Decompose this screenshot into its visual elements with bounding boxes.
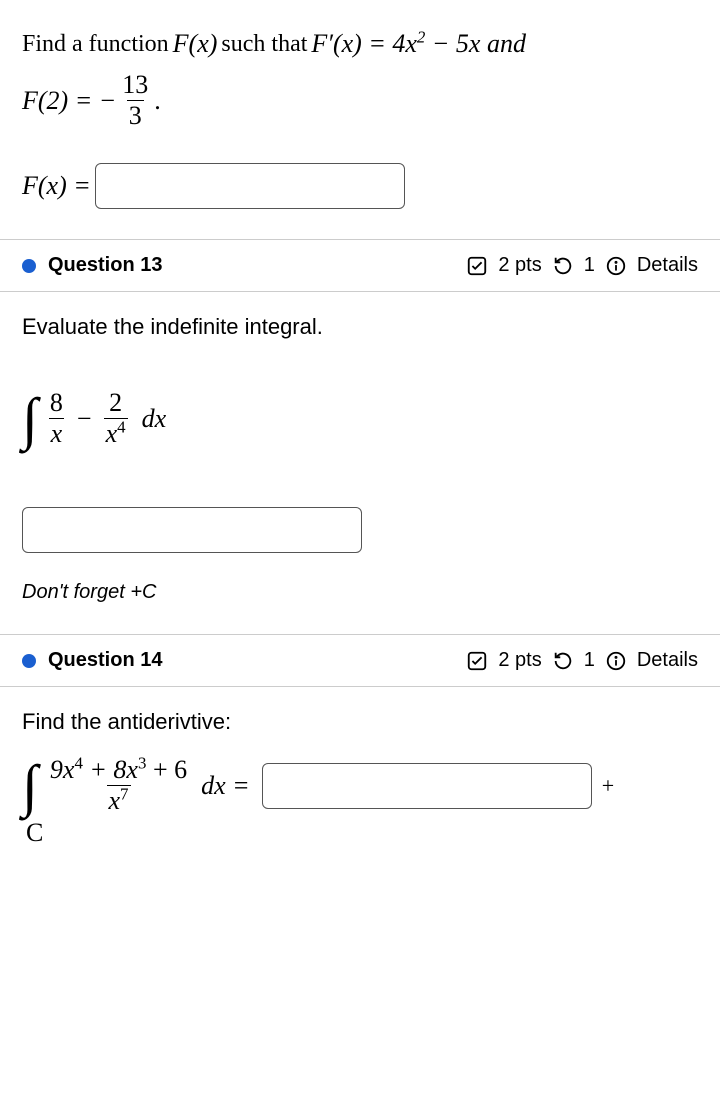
minus-sign: − — [77, 404, 92, 434]
retry-icon — [552, 650, 574, 672]
check-icon — [466, 255, 488, 277]
q12-answer-label: F(x) = — [22, 171, 91, 201]
q14-prompt: Find the antiderivtive: — [22, 709, 698, 735]
q14-plus8x: + 8x — [83, 755, 138, 784]
q13-hint: Don't forget +C — [22, 581, 698, 604]
info-icon — [605, 255, 627, 277]
q14-constant-c: C — [26, 818, 698, 848]
q12-period: . — [154, 86, 161, 116]
q13-frac2: 2 x4 — [104, 390, 128, 447]
question-13-header: Question 13 2 pts 1 Details — [0, 239, 720, 292]
question-12-body: Find a function F(x) such that F′(x) = 4… — [0, 0, 720, 239]
q13-pts: 2 pts — [498, 254, 541, 277]
q13-f2-num: 2 — [107, 390, 124, 418]
q14-exp4: 4 — [74, 754, 82, 773]
q13-f1-den: x — [49, 418, 65, 447]
q12-frac: 13 3 — [120, 72, 150, 129]
q13-f2-den-exp: 4 — [117, 418, 125, 437]
retry-icon — [552, 255, 574, 277]
q14-pts: 2 pts — [498, 649, 541, 672]
q12-f2eq: F(2) = − — [22, 86, 116, 116]
q14-title: Question 14 — [48, 649, 162, 672]
info-icon — [605, 650, 627, 672]
check-icon — [466, 650, 488, 672]
q12-minus: − 5x and — [425, 29, 526, 58]
q12-fprime: F′(x) = 4x — [311, 29, 417, 58]
q14-den-exp: 7 — [120, 785, 128, 804]
q14-attempts: 1 — [584, 649, 595, 672]
q14-answer-input[interactable] — [262, 763, 592, 809]
q13-answer-input[interactable] — [22, 507, 362, 553]
q12-text: Find a function — [22, 24, 169, 65]
q13-title: Question 13 — [48, 254, 162, 277]
q14-frac: 9x4 + 8x3 + 6 x7 — [48, 757, 189, 814]
q14-den-base: x — [109, 786, 121, 815]
q12-frac-num: 13 — [120, 72, 150, 100]
status-dot-icon — [22, 259, 36, 273]
q14-details[interactable]: Details — [637, 649, 698, 672]
q12-frac-den: 3 — [127, 100, 144, 129]
question-13-body: Evaluate the indefinite integral. ∫ 8 x … — [0, 292, 720, 634]
q14-plus6: + 6 — [146, 755, 187, 784]
q14-dxeq: dx = — [201, 771, 250, 801]
q13-attempts: 1 — [584, 254, 595, 277]
q12-Fx: F(x) — [173, 22, 218, 66]
q14-plus-constant: + — [602, 773, 614, 799]
q13-frac1: 8 x — [48, 390, 65, 447]
q13-dx: dx — [142, 404, 167, 434]
question-14-header: Question 14 2 pts 1 Details — [0, 634, 720, 687]
q13-prompt: Evaluate the indefinite integral. — [22, 314, 698, 340]
q12-answer-input[interactable] — [95, 163, 405, 209]
q14-num-a: 9x — [50, 755, 75, 784]
question-14-body: Find the antiderivtive: ∫ 9x4 + 8x3 + 6 … — [0, 687, 720, 858]
q12-text2: such that — [221, 24, 307, 65]
q13-f2-den-base: x — [106, 419, 118, 448]
status-dot-icon — [22, 654, 36, 668]
q13-f1-num: 8 — [48, 390, 65, 418]
q13-details[interactable]: Details — [637, 254, 698, 277]
